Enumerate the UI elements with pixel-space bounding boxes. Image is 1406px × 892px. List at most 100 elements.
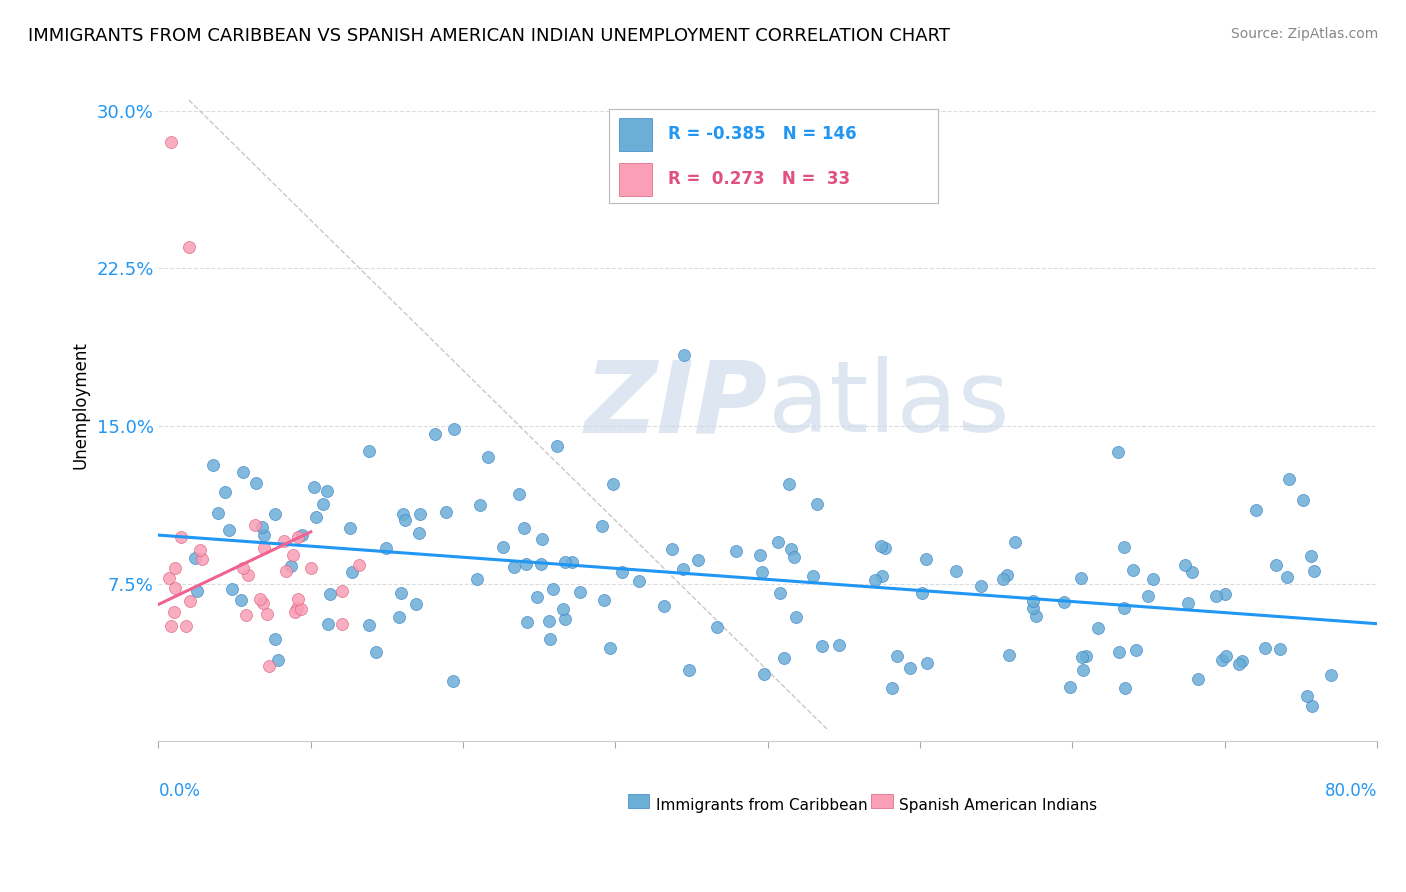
Point xyxy=(221,582,243,596)
Point xyxy=(1114,681,1136,695)
Point xyxy=(249,591,271,606)
Point xyxy=(201,458,224,472)
Y-axis label: Unemployment: Unemployment xyxy=(72,341,89,469)
Point xyxy=(538,632,561,647)
Point xyxy=(806,497,828,511)
Point xyxy=(780,541,803,556)
Point xyxy=(281,548,304,562)
Point xyxy=(1071,663,1094,677)
Point xyxy=(253,528,276,542)
Point xyxy=(863,573,886,587)
Point xyxy=(236,567,259,582)
Point xyxy=(467,572,489,586)
Point xyxy=(392,507,415,521)
Point xyxy=(305,509,328,524)
Point xyxy=(1174,558,1197,573)
Point xyxy=(801,569,824,583)
Point xyxy=(1265,558,1288,573)
Point xyxy=(1114,541,1136,555)
Text: 0.0%: 0.0% xyxy=(159,781,200,799)
Point xyxy=(1180,565,1202,579)
Point xyxy=(364,645,387,659)
Point xyxy=(515,558,537,572)
Point xyxy=(551,602,574,616)
Point xyxy=(179,594,201,608)
Text: 80.0%: 80.0% xyxy=(1324,781,1376,799)
Point xyxy=(1070,571,1092,585)
Point xyxy=(1295,689,1317,703)
Point xyxy=(163,606,186,620)
Text: atlas: atlas xyxy=(768,356,1010,453)
Point xyxy=(1070,650,1092,665)
Point xyxy=(330,617,353,632)
Point xyxy=(554,555,576,569)
Point xyxy=(267,652,290,666)
Point xyxy=(1205,590,1227,604)
Point xyxy=(285,601,308,615)
Point xyxy=(773,651,796,665)
Point xyxy=(688,553,710,567)
Point xyxy=(165,581,187,595)
Point xyxy=(754,666,776,681)
Point xyxy=(546,439,568,453)
Point xyxy=(302,480,325,494)
Point xyxy=(190,552,212,566)
Point xyxy=(970,579,993,593)
Point xyxy=(264,508,287,522)
Point xyxy=(232,560,254,574)
Point xyxy=(503,559,526,574)
Point xyxy=(599,640,621,655)
Point xyxy=(1004,534,1026,549)
Point xyxy=(827,638,849,652)
Point xyxy=(995,567,1018,582)
Point xyxy=(592,593,614,607)
FancyBboxPatch shape xyxy=(627,794,650,808)
Point xyxy=(1301,549,1323,564)
Point xyxy=(232,466,254,480)
Point xyxy=(900,661,922,675)
Point xyxy=(290,601,312,615)
Point xyxy=(914,551,936,566)
Text: IMMIGRANTS FROM CARIBBEAN VS SPANISH AMERICAN INDIAN UNEMPLOYMENT CORRELATION CH: IMMIGRANTS FROM CARIBBEAN VS SPANISH AME… xyxy=(28,27,950,45)
Point xyxy=(252,596,274,610)
Point xyxy=(537,615,560,629)
Point xyxy=(873,541,896,555)
Point xyxy=(1022,594,1045,608)
Point xyxy=(591,518,613,533)
Point xyxy=(160,619,183,633)
Point xyxy=(434,505,457,519)
Point xyxy=(1320,668,1343,682)
Point xyxy=(1213,587,1236,601)
Point xyxy=(810,639,832,653)
Point xyxy=(1142,572,1164,586)
Point xyxy=(1052,594,1074,608)
Point xyxy=(477,450,499,465)
Point xyxy=(678,663,700,677)
Point xyxy=(661,542,683,557)
Point xyxy=(724,543,747,558)
Point xyxy=(1112,601,1135,615)
Point xyxy=(235,607,257,622)
Point xyxy=(492,540,515,554)
Point xyxy=(218,524,240,538)
Point xyxy=(1087,621,1109,635)
Point xyxy=(945,564,967,578)
Point xyxy=(287,530,309,544)
Text: Source: ZipAtlas.com: Source: ZipAtlas.com xyxy=(1230,27,1378,41)
Point xyxy=(1137,589,1160,603)
Point xyxy=(276,564,298,578)
Point xyxy=(284,605,307,619)
Point xyxy=(1301,698,1323,713)
Point xyxy=(245,517,267,532)
Point xyxy=(991,572,1014,586)
Point xyxy=(915,657,938,671)
Point xyxy=(530,557,553,571)
Point xyxy=(1122,563,1144,577)
Point xyxy=(169,530,191,544)
Point xyxy=(561,555,583,569)
Point xyxy=(1215,648,1237,663)
Point xyxy=(672,562,695,576)
Point xyxy=(766,535,789,549)
Point xyxy=(389,585,412,599)
FancyBboxPatch shape xyxy=(872,794,893,808)
